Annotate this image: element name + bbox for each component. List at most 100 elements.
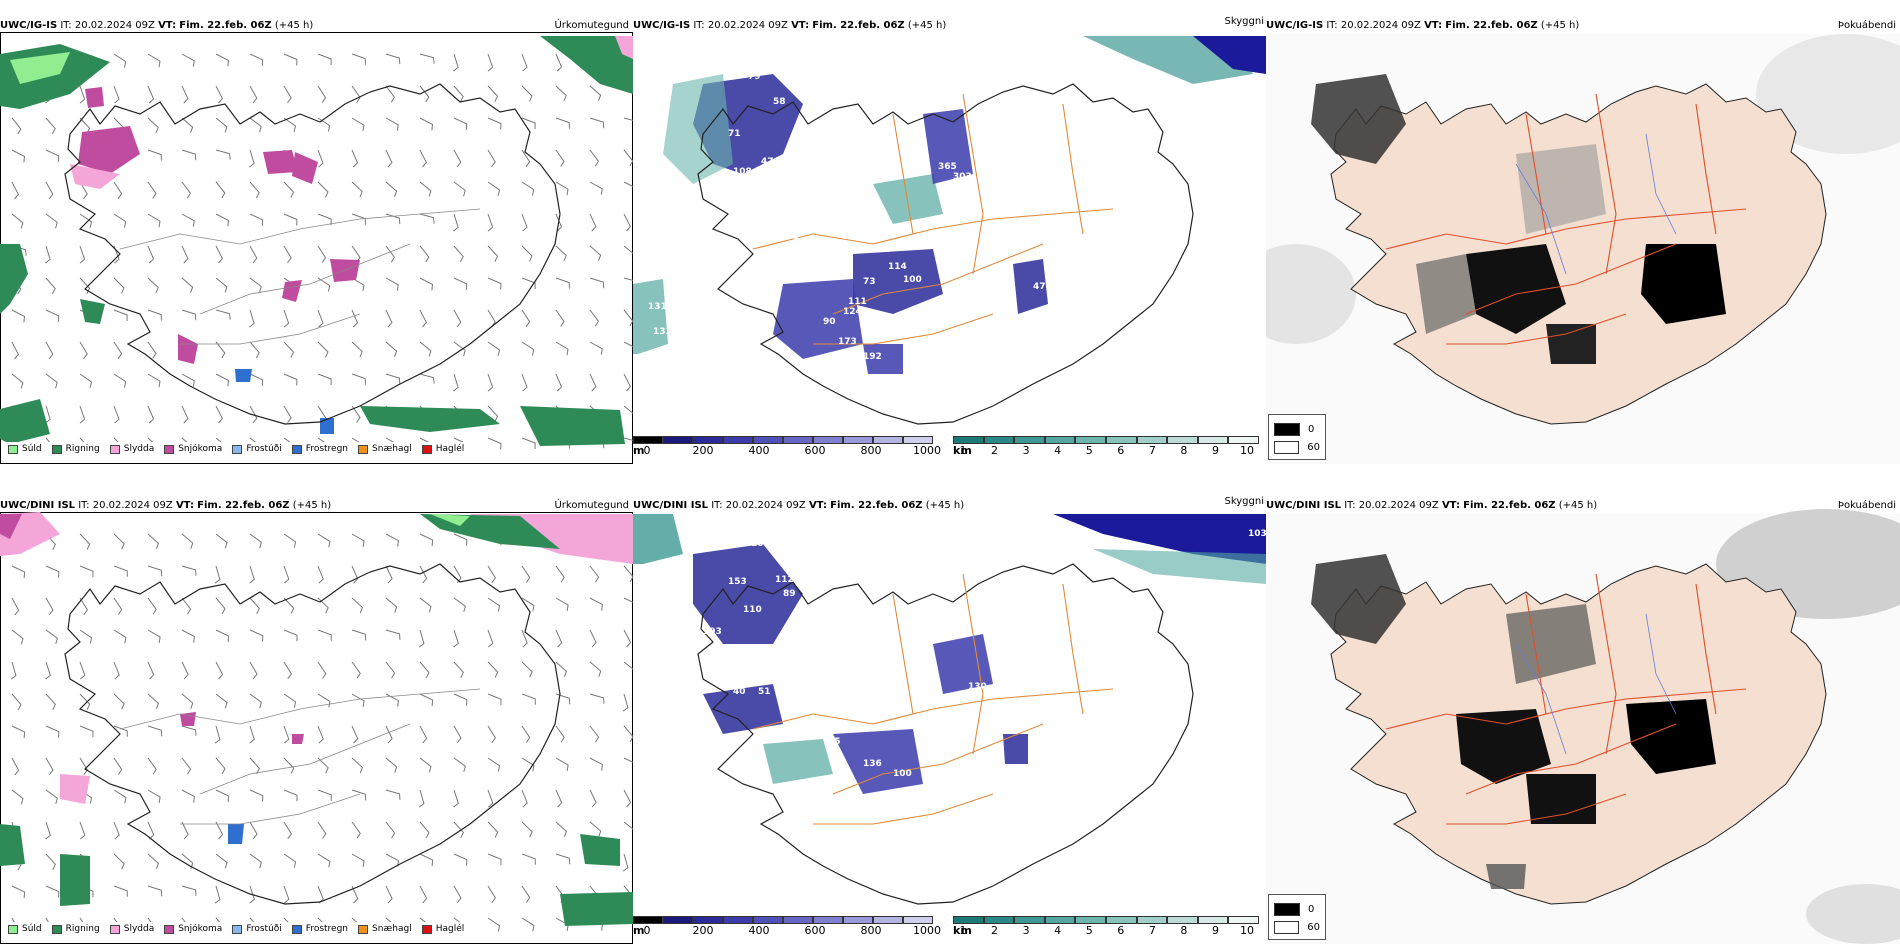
wind-barb (317, 757, 329, 774)
wind-barb (317, 661, 327, 679)
wind-barb (79, 597, 89, 615)
wind-barb (487, 789, 494, 808)
colorbar-tick-label: 8 (1180, 444, 1188, 457)
wind-barb (419, 53, 435, 64)
wind-barb (589, 725, 600, 743)
wind-barb (11, 757, 20, 776)
colorbar-tick-label: 0 (643, 444, 651, 457)
wind-barb (487, 437, 502, 450)
wind-barb (453, 533, 468, 546)
wind-barb (283, 533, 297, 548)
wind-barb (589, 341, 603, 355)
wind-barb (283, 693, 297, 708)
cloud-base-value: 101 (823, 687, 842, 697)
wind-barb (419, 693, 434, 707)
wind-barb (453, 117, 468, 130)
wind-barb (555, 725, 565, 743)
wind-barb (589, 181, 603, 195)
wind-barb (181, 149, 197, 161)
wind-barb (419, 565, 428, 584)
wind-barb (419, 117, 434, 131)
visibility-panel-bottom: UWC/DINI ISL IT: 20.02.2024 09Z VT: Fim.… (633, 494, 1266, 944)
wind-barb (181, 757, 192, 775)
wind-barb (351, 885, 359, 904)
colorbar-cell (753, 916, 783, 924)
wind-barb (521, 661, 533, 678)
wind-barb (555, 789, 563, 808)
wind-barb (589, 789, 597, 808)
wind-barb (589, 213, 597, 232)
cloud-base-swatches (633, 436, 933, 444)
wind-barb (453, 597, 466, 613)
wind-barb (79, 565, 94, 578)
legend-item: Frostregn (291, 924, 348, 934)
wind-barb (10, 661, 17, 680)
wind-barb (79, 629, 93, 644)
legend-swatch (164, 444, 175, 454)
visibility-panel-top: UWC/IG-IS IT: 20.02.2024 09Z VT: Fim. 22… (633, 14, 1266, 464)
cloud-base-value: 51 (758, 687, 771, 697)
wind-barb (249, 853, 262, 869)
cloud-base-value: 153 (728, 577, 747, 587)
wind-barb (555, 629, 563, 648)
wind-barb (623, 341, 633, 348)
colorbar-cell (693, 436, 723, 444)
fog-dark (1626, 699, 1716, 774)
wind-barb (555, 821, 567, 838)
colorbar-cell (1197, 916, 1229, 924)
panel-title: UWC/DINI ISL IT: 20.02.2024 09Z VT: Fim.… (0, 500, 332, 511)
wind-barb (555, 213, 563, 232)
cloud-base-value: 58 (773, 97, 786, 107)
fog-legend-swatch (1274, 902, 1300, 916)
colorbar-cell (1075, 916, 1106, 924)
precip-map-bottom (0, 512, 633, 936)
snow-area (263, 150, 298, 174)
fog-legend-label: 60 (1307, 441, 1320, 453)
wind-barb (283, 53, 298, 66)
wind-barb (45, 565, 60, 578)
legend-swatch (109, 924, 120, 934)
wind-barb (215, 821, 224, 840)
cloud-base-value: 126 (778, 182, 797, 192)
wind-barb (317, 245, 327, 263)
wind-barb (453, 373, 459, 392)
wind-barb (79, 373, 93, 389)
wind-barb (418, 629, 425, 648)
wind-barb (385, 213, 401, 225)
colorbar-tick-label: 9 (1211, 444, 1219, 457)
wind-barb (113, 373, 127, 388)
wind-barb (215, 661, 224, 680)
wind-barb (317, 821, 327, 839)
colorbar-tick-label: 4 (1054, 924, 1062, 937)
wind-barb (419, 597, 432, 613)
wind-barb (487, 181, 501, 197)
wind-barb (147, 245, 155, 264)
legend-item: Frostúði (232, 444, 282, 454)
legend-item: Rigning (51, 444, 100, 454)
cloud-base-value: 131 (648, 302, 667, 312)
wind-barb (45, 885, 60, 898)
wind-barb (521, 277, 536, 289)
wind-barb (351, 533, 365, 547)
vis-area (633, 279, 668, 354)
map-frame (0, 512, 633, 944)
wind-barb (11, 373, 24, 389)
legend-swatch (291, 924, 302, 934)
colorbar-cell (663, 916, 693, 924)
visibility-colorbar: km 1 2 3 4 5 6 7 8 9 10 (953, 916, 1263, 938)
wind-barb (385, 597, 398, 613)
wind-barb (147, 629, 161, 643)
wind-barb (521, 885, 531, 903)
cloud-base-value: 106 (751, 539, 770, 549)
fog-panel-bottom: UWC/DINI ISL IT: 20.02.2024 09Z VT: Fim.… (1266, 494, 1900, 944)
wind-barb (45, 757, 54, 776)
wind-barb (589, 149, 600, 167)
cloud-base-value: 98 (933, 367, 946, 377)
wind-barb (521, 629, 528, 648)
wind-barb (113, 309, 128, 321)
wind-barb (555, 853, 571, 865)
colorbar-tick-label: 3 (1022, 924, 1030, 937)
colorbar-cell (1228, 436, 1259, 444)
wind-barb (181, 725, 197, 736)
wind-barb (147, 277, 159, 294)
